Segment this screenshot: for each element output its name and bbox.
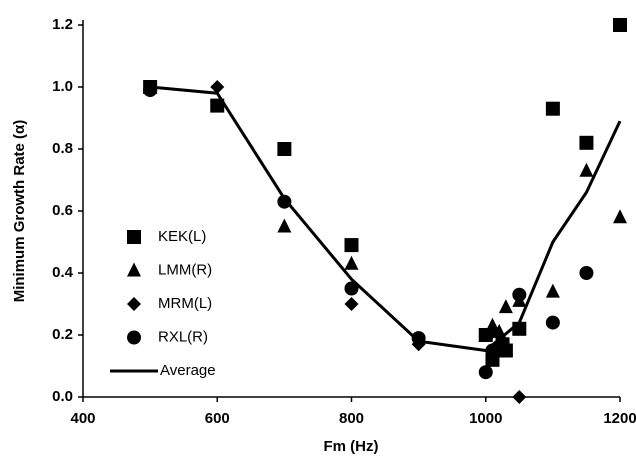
square-marker (277, 142, 292, 156)
circle-marker (127, 330, 141, 345)
diamond-marker (210, 80, 225, 94)
y-tick-label: 1.2 (52, 16, 73, 33)
circle-marker (545, 315, 560, 330)
circle-marker (512, 287, 527, 302)
circle-marker (579, 266, 594, 280)
x-tick-label: 1000 (469, 410, 502, 427)
square-marker (344, 238, 359, 253)
y-tick-label: 0.0 (52, 388, 73, 405)
y-tick-label: 0.4 (52, 264, 74, 281)
legend-label: RXL(R) (158, 328, 208, 345)
circle-marker (143, 83, 158, 98)
legend-label: LMM(R) (158, 261, 212, 278)
diamond-marker (127, 297, 141, 311)
diamond-marker (512, 390, 527, 404)
y-axis-label: Minimum Growth Rate (α) (11, 120, 28, 303)
circle-marker (277, 194, 292, 209)
y-tick-label: 0.6 (52, 202, 73, 219)
triangle-marker (613, 209, 627, 224)
y-tick-label: 0.8 (52, 140, 73, 157)
square-marker (613, 18, 627, 32)
diamond-marker (485, 324, 500, 339)
x-tick-label: 400 (70, 410, 95, 427)
legend-label: Average (160, 362, 216, 379)
x-axis-label: Fm (Hz) (324, 438, 379, 455)
triangle-marker (498, 299, 513, 314)
square-marker (545, 101, 560, 116)
square-marker (210, 98, 225, 113)
diamond-marker (344, 297, 359, 311)
triangle-marker (485, 317, 500, 332)
square-marker (127, 230, 141, 244)
x-tick-label: 600 (205, 410, 230, 427)
circle-marker (478, 365, 493, 380)
legend-label: MRM(L) (158, 295, 212, 312)
y-tick-label: 1.0 (52, 78, 73, 95)
circle-marker (344, 281, 359, 296)
square-marker (498, 343, 513, 358)
triangle-marker (579, 162, 594, 177)
y-tick-label: 0.2 (52, 326, 73, 343)
average-line (149, 85, 622, 353)
triangle-marker (127, 262, 141, 277)
triangle-marker (545, 283, 560, 298)
x-tick-label: 1200 (603, 410, 636, 427)
x-tick-label: 800 (339, 410, 364, 427)
square-marker (579, 135, 594, 150)
triangle-marker (277, 218, 292, 233)
triangle-marker (344, 255, 359, 270)
legend-label: KEK(L) (158, 228, 206, 245)
